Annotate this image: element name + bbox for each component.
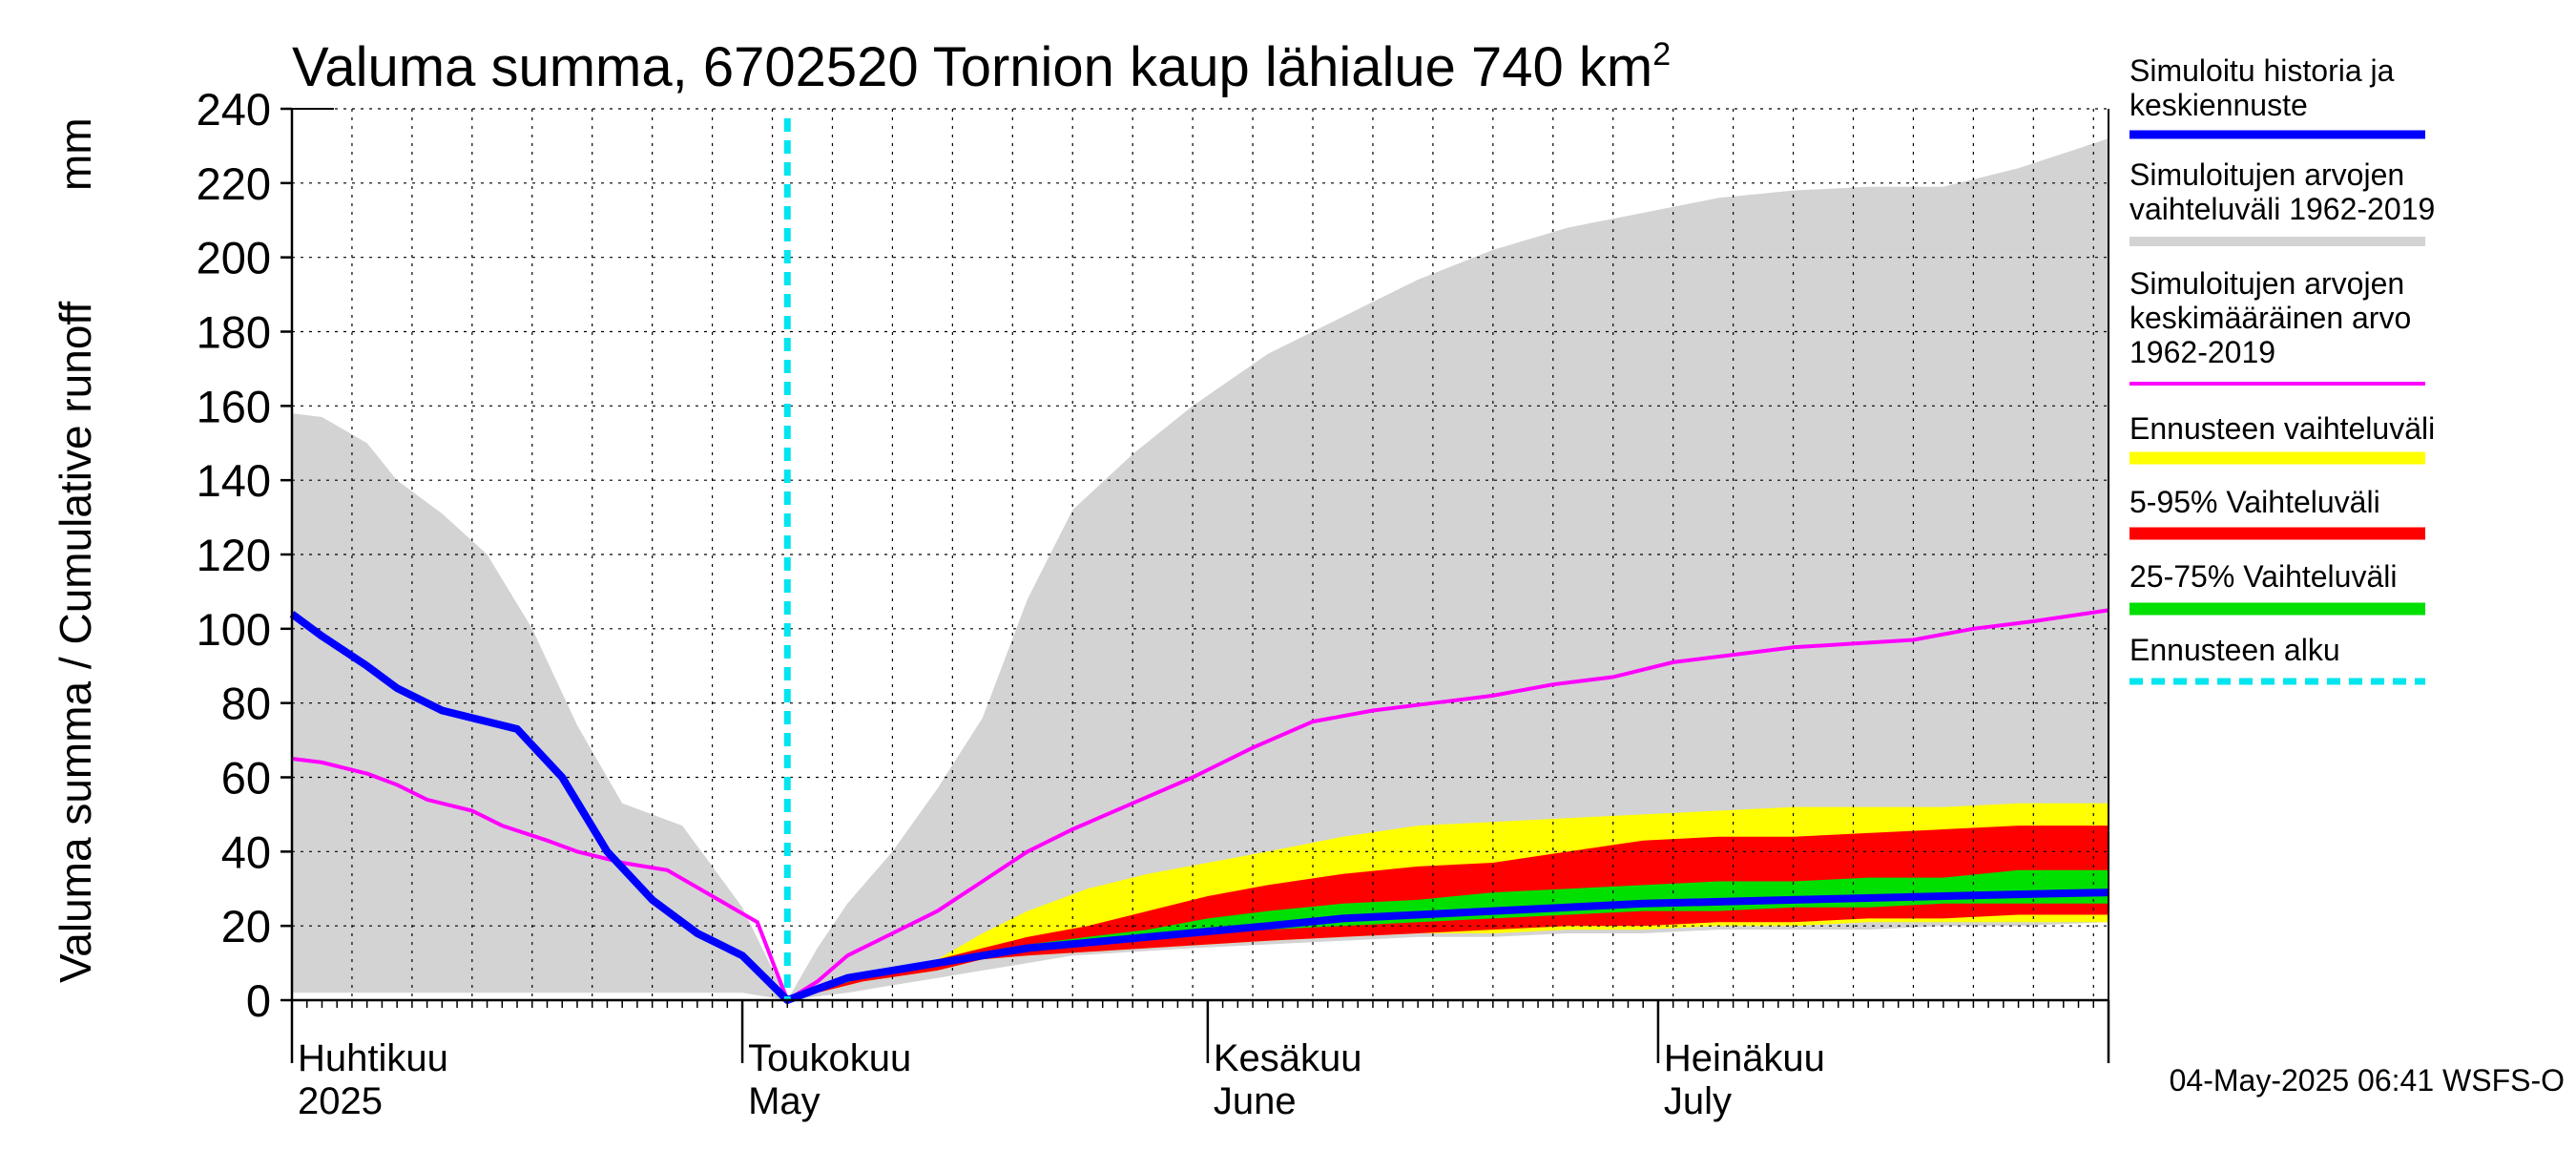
- y-tick-label-11: 220: [197, 158, 271, 209]
- x-month-label-en-2: June: [1214, 1080, 1297, 1122]
- y-tick-label-12: 240: [197, 84, 271, 135]
- y-tick-label-0: 0: [246, 975, 271, 1026]
- y-tick-label-3: 60: [221, 753, 271, 804]
- x-month-label-fi-3: Heinäkuu: [1664, 1037, 1825, 1079]
- y-tick-label-4: 80: [221, 679, 271, 729]
- legend-label-median-1: keskiennuste: [2129, 88, 2308, 122]
- history-range-area: [292, 138, 2109, 1001]
- legend-label-p25_75-0: 25-75% Vaihteluväli: [2129, 559, 2397, 594]
- legend-label-mean-0: Simuloitujen arvojen: [2129, 266, 2404, 301]
- legend-label-mean-2: 1962-2019: [2129, 335, 2275, 369]
- y-tick-label-6: 120: [197, 530, 271, 580]
- legend-label-mean-1: keskimääräinen arvo: [2129, 301, 2411, 335]
- legend-label-median-0: Simuloitu historia ja: [2129, 53, 2395, 88]
- timestamp-footer: 04-May-2025 06:41 WSFS-O: [2170, 1063, 2565, 1098]
- mean-line: [291, 608, 2109, 1003]
- x-month-label-en-3: July: [1664, 1080, 1732, 1122]
- y-axis-unit: mm: [51, 117, 100, 191]
- y-tick-label-7: 140: [197, 455, 271, 506]
- x-month-label-fi-1: Toukokuu: [748, 1037, 911, 1079]
- legend-label-forecast_start-0: Ennusteen alku: [2129, 633, 2340, 667]
- x-month-label-fi-2: Kesäkuu: [1214, 1037, 1362, 1079]
- y-tick-label-1: 20: [221, 901, 271, 951]
- y-axis-label: Valuma summa / Cumulative runoff: [51, 302, 100, 983]
- x-month-label-en-1: May: [748, 1080, 821, 1122]
- chart-title-superscript: 2: [1652, 36, 1671, 73]
- y-tick-label-2: 40: [221, 826, 271, 877]
- x-month-label-fi-0: Huhtikuu: [298, 1037, 448, 1079]
- legend-label-forecast_range-0: Ennusteen vaihteluväli: [2129, 411, 2435, 446]
- legend-label-history_range-1: vaihteluväli 1962-2019: [2129, 192, 2435, 226]
- chart-title: Valuma summa, 6702520 Tornion kaup lähia…: [292, 36, 1671, 98]
- chart-title-main: Valuma summa, 6702520 Tornion kaup lähia…: [292, 36, 1652, 98]
- x-month-label-en-0: 2025: [298, 1080, 383, 1122]
- median-line: [289, 611, 2109, 1004]
- y-tick-label-5: 100: [197, 604, 271, 655]
- legend-label-p5_95-0: 5-95% Vaihteluväli: [2129, 485, 2380, 519]
- y-tick-label-10: 200: [197, 233, 271, 283]
- y-tick-label-9: 180: [197, 307, 271, 358]
- y-tick-label-8: 160: [197, 381, 271, 431]
- legend-label-history_range-0: Simuloitujen arvojen: [2129, 157, 2404, 192]
